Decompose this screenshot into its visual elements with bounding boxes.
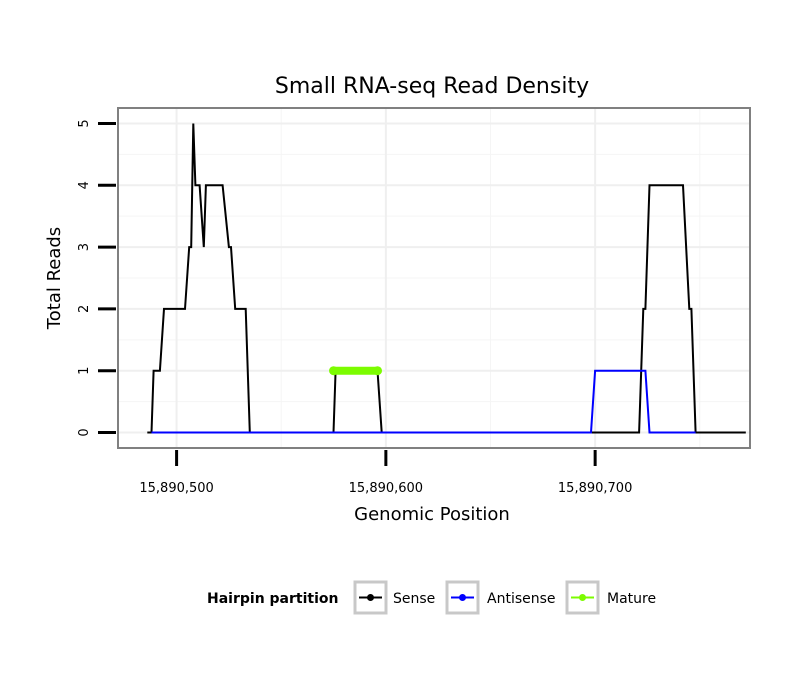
series-lines xyxy=(147,123,746,434)
y-tick-label: 3 xyxy=(77,243,92,251)
x-axis-label: Genomic Position xyxy=(354,504,510,525)
x-tick-label: 15,890,500 xyxy=(139,481,213,496)
x-tick-label: 15,890,600 xyxy=(349,481,423,496)
legend-key-dot xyxy=(367,594,374,601)
x-tick-label: 15,890,700 xyxy=(558,481,632,496)
x-axis: 15,890,500 15,890,600 15,890,700 xyxy=(139,450,632,496)
y-axis: 0 1 2 3 4 5 xyxy=(77,119,116,437)
series-line-sense xyxy=(147,123,746,434)
legend-title: Hairpin partition xyxy=(207,591,338,607)
series-point-mature xyxy=(372,366,382,376)
plot-border xyxy=(117,107,751,449)
series-line-antisense xyxy=(151,369,696,434)
legend-item-mature: Mature xyxy=(565,580,656,615)
y-tick-label: 4 xyxy=(77,181,92,189)
legend-key-dot xyxy=(579,594,586,601)
legend-label: Antisense xyxy=(487,591,556,607)
legend-key-dot xyxy=(459,594,466,601)
grid xyxy=(118,108,750,448)
legend-label: Sense xyxy=(393,591,435,607)
legend: Hairpin partition Sense Antisense Mature xyxy=(207,580,656,615)
legend-item-sense: Sense xyxy=(353,580,435,615)
y-tick-label: 5 xyxy=(77,119,92,127)
y-tick-label: 1 xyxy=(77,367,92,375)
y-axis-label: Total Reads xyxy=(44,227,65,330)
legend-label: Mature xyxy=(607,591,656,607)
legend-item-antisense: Antisense xyxy=(445,580,556,615)
y-tick-label: 2 xyxy=(77,305,92,313)
series-point-mature xyxy=(329,366,339,376)
chart-title: Small RNA-seq Read Density xyxy=(275,74,589,99)
y-tick-label: 0 xyxy=(77,428,92,436)
